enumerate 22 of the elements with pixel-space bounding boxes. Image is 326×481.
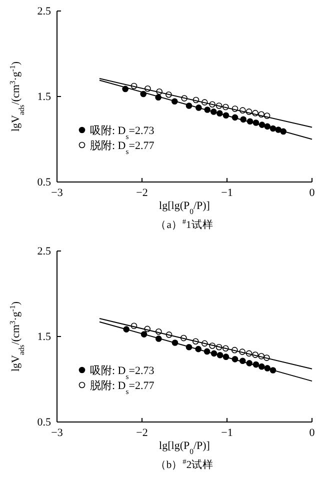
y-tick-label: 2.5 [37,246,52,258]
x-tick-label: −3 [51,186,64,199]
x-axis-title: lg[lg(P$_{0}$/P)] [159,440,210,456]
text: （b）$^{#}$2试样 [155,456,214,471]
y-tick-label: 1.5 [37,91,52,104]
legend-label: 吸附: D$_{s}$=2.73 [90,125,155,140]
x-tick-label: −3 [51,426,64,439]
x-tick-label: −2 [136,186,148,199]
x-tick-label: 0 [309,186,316,199]
y-tick-label: 1.5 [37,331,52,344]
y-tick-label: 0.5 [37,416,52,429]
x-axis-title: lg[lg(P$_{0}$/P)] [159,200,210,216]
legend-label: 脱附: D$_{s}$=2.77 [90,140,155,156]
x-tick-label: −2 [136,426,148,439]
x-tick-label: −1 [221,426,233,439]
x-tick-label: −1 [221,186,233,199]
y-tick-label: 0.5 [37,176,52,189]
legend-label: 吸附: D$_{s}$=2.73 [90,365,155,380]
x-tick-label: 0 [309,426,316,439]
legend-label: 脱附: D$_{s}$=2.77 [90,380,155,396]
y-tick-label: 2.5 [37,6,52,18]
text: （a）$^{#}$1试样 [156,216,214,231]
